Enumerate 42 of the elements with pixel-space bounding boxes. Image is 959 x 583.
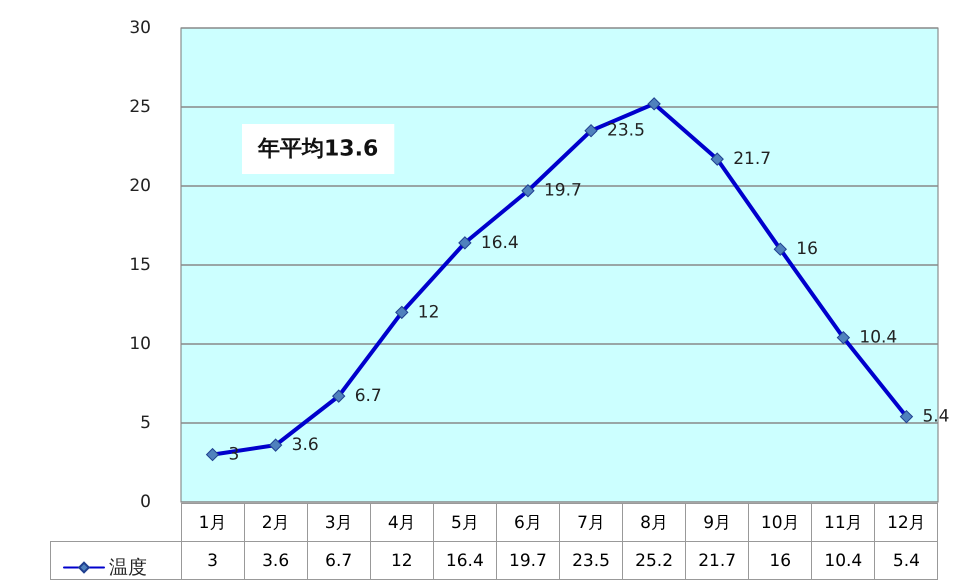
- legend-label: 温度: [109, 556, 147, 578]
- data-label: 3: [181, 542, 244, 580]
- annotation: 21.7: [733, 149, 772, 170]
- annotation: 16.4: [480, 232, 519, 253]
- x-tick-label: 8月: [622, 504, 686, 542]
- annotation: 年平均13.6: [257, 136, 378, 162]
- data-label: 3.6: [244, 542, 308, 580]
- annotation: 12: [418, 302, 440, 322]
- data-label: 10.4: [812, 542, 875, 580]
- annotation: 6.7: [354, 386, 382, 406]
- annotation: 23.5: [607, 120, 645, 141]
- annotation: 16: [796, 239, 818, 260]
- x-tick-label: 4月: [370, 504, 434, 542]
- x-tick-label: 12月: [874, 504, 938, 542]
- data-label: 21.7: [686, 542, 749, 580]
- x-tick-label: 5月: [433, 504, 496, 542]
- data-label: 16: [748, 542, 812, 580]
- data-label: 16.4: [433, 542, 496, 580]
- x-tick-label: 11月: [812, 504, 875, 542]
- annotation: 10.4: [859, 328, 898, 348]
- x-tick-label: 6月: [496, 504, 560, 542]
- y-tick-label: 30: [129, 18, 151, 38]
- x-tick-label: 7月: [559, 504, 623, 542]
- data-label: 25.2: [622, 542, 686, 580]
- data-label: 19.7: [496, 542, 560, 580]
- data-label: 12: [370, 542, 434, 580]
- y-tick-label: 25: [129, 97, 151, 117]
- annotation: 3.6: [292, 435, 319, 456]
- y-tick-label: 0: [140, 492, 151, 512]
- x-tick-label: 9月: [686, 504, 749, 542]
- y-tick-label: 15: [129, 255, 151, 275]
- annotation: 19.7: [544, 180, 582, 201]
- data-label: 6.7: [307, 542, 370, 580]
- data-label: 23.5: [559, 542, 623, 580]
- y-tick-label: 20: [129, 176, 151, 196]
- x-tick-label: 10月: [748, 504, 812, 542]
- y-tick-label: 10: [129, 334, 151, 354]
- data-label: 5.4: [874, 542, 938, 580]
- x-tick-label: 2月: [244, 504, 308, 542]
- y-tick-label: 5: [140, 413, 151, 433]
- x-tick-label: 1月: [181, 504, 244, 542]
- x-tick-label: 3月: [307, 504, 370, 542]
